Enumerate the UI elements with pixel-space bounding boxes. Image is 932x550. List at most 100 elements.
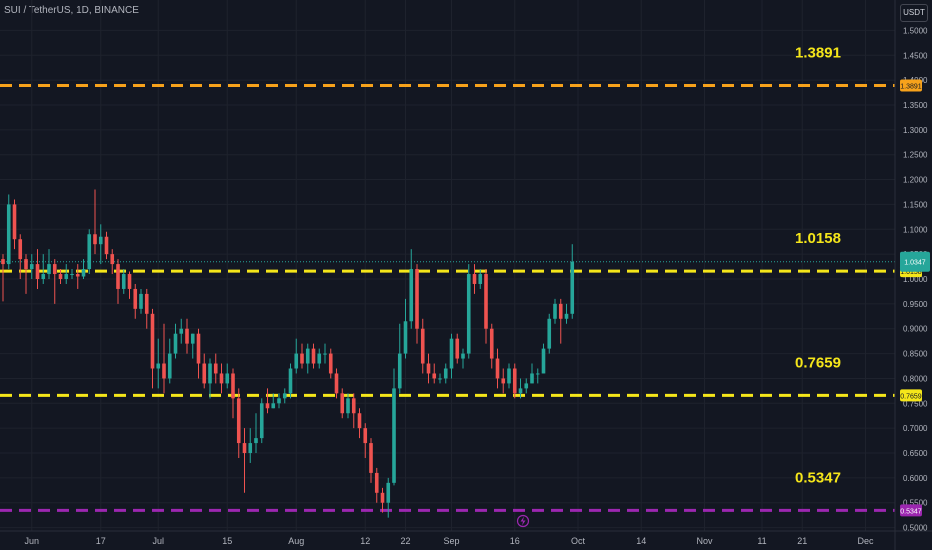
x-tick-label: Aug [288,536,304,546]
candle [225,363,230,389]
candle [231,368,235,419]
candle [259,398,264,444]
y-tick-label: 0.6500 [903,449,928,458]
candle [213,353,218,384]
candle [432,363,437,384]
candle [443,363,448,384]
candle [144,288,149,329]
candle [484,269,488,344]
candle [81,259,86,279]
candle [311,343,316,369]
candle [150,308,155,389]
y-tick-label: 0.7000 [903,424,928,433]
candle [323,343,327,364]
candle [58,269,63,284]
candle [558,298,563,344]
candle [570,244,575,319]
candle [35,249,40,289]
candle [173,323,178,359]
x-tick-label: Dec [857,536,874,546]
candle [116,259,120,304]
candle [530,363,534,384]
candle [386,477,391,518]
x-tick-label: Jul [152,536,164,546]
candle [219,363,224,394]
y-tick-label: 0.5500 [903,499,928,508]
candle [196,328,201,379]
candle [133,283,138,319]
candle [300,343,304,369]
candle [547,313,552,354]
candle [75,264,80,289]
x-tick-label: 14 [636,536,646,546]
candle [438,373,442,384]
candle [518,378,523,399]
level-label: 1.0158 [795,230,841,247]
candle [507,363,511,389]
candle [449,333,454,379]
lightning-icon[interactable] [516,514,530,528]
candle [426,353,431,384]
x-tick-label: Sep [443,536,459,546]
candle [461,348,465,369]
candle [179,318,184,344]
candle [242,428,247,493]
svg-text:0.7659: 0.7659 [900,393,922,400]
x-tick-label: 12 [360,536,370,546]
candle [340,388,345,419]
y-tick-label: 0.9500 [903,300,928,309]
y-tick-label: 1.2500 [903,151,928,160]
candle [541,343,546,374]
svg-text:1.0158: 1.0158 [900,269,922,276]
y-tick-label: 1.2000 [903,176,928,185]
candle [282,388,287,404]
candle [208,358,212,399]
candle [553,298,557,324]
candle [156,338,161,389]
y-tick-label: 1.1500 [903,200,928,209]
candle [162,323,166,394]
candle [121,269,126,294]
candle [397,323,402,394]
candle [64,264,69,284]
candle [374,467,379,503]
candle [346,393,350,419]
candle [489,323,494,369]
x-tick-label: Oct [571,536,586,546]
candle [185,318,189,354]
y-tick-label: 1.3000 [903,126,928,135]
y-tick-label: 1.1000 [903,225,928,234]
candle [415,264,419,344]
candle [190,333,195,359]
candle [6,194,11,270]
svg-text:1.3891: 1.3891 [900,84,922,91]
y-tick-label: 0.8500 [903,350,928,359]
candle [265,388,270,414]
level-label: 0.5347 [795,469,841,486]
candle [236,388,241,458]
candle [93,189,97,255]
level-price-tag: 0.7659 [900,389,922,402]
candle [328,348,333,379]
candle [110,249,115,275]
currency-button[interactable]: USDT [900,4,928,22]
y-tick-label: 1.5000 [903,26,928,35]
candle [403,298,408,359]
x-tick-label: 11 [757,536,766,546]
x-tick-label: Nov [696,536,713,546]
svg-text:1.0347: 1.0347 [904,260,926,267]
x-tick-label: 21 [797,536,807,546]
candle [409,249,414,329]
candle [277,393,281,409]
candle [392,368,396,486]
last-price-tag: 1.0347 [900,251,930,272]
candle [357,408,362,439]
candle [420,318,425,374]
x-tick-label: 15 [222,536,232,546]
candle [294,338,299,374]
candle [512,363,517,399]
candle [495,348,500,389]
y-tick-label: 0.9000 [903,325,928,334]
candle [167,338,172,384]
